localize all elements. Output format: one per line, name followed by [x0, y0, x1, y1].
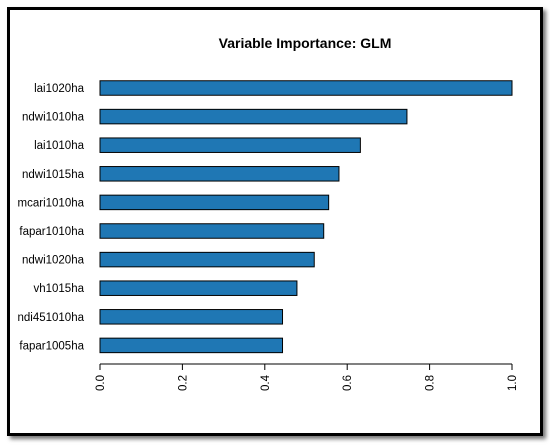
- x-tick-label: 0.4: [260, 374, 272, 391]
- category-label: ndwi1015ha: [22, 169, 85, 181]
- category-label: lai1010ha: [34, 140, 84, 152]
- category-label: vh1015ha: [33, 283, 84, 295]
- bar-ndi451010ha: [99, 309, 284, 325]
- category-label: ndwi1010ha: [22, 112, 85, 124]
- bar-mcari1010ha: [99, 194, 330, 211]
- x-tick-label: 1.0: [507, 375, 519, 391]
- chart-title: Variable Importance: GLM: [219, 35, 392, 51]
- bar-ndwi1020ha: [99, 251, 315, 268]
- category-label: ndwi1020ha: [22, 255, 85, 267]
- bar-ndwi1015ha: [99, 166, 340, 182]
- category-label: fapar1005ha: [19, 340, 84, 352]
- x-tick-label: 0.8: [425, 375, 437, 391]
- category-label: fapar1010ha: [19, 226, 84, 238]
- bar-fapar1010ha: [99, 223, 325, 239]
- category-label: mcari1010ha: [18, 197, 85, 209]
- bar-ndwi1010ha: [99, 108, 408, 125]
- category-label: lai1020ha: [34, 83, 84, 95]
- x-tick-label: 0.0: [95, 375, 107, 391]
- x-tick-label: 0.6: [342, 375, 354, 391]
- bar-lai1010ha: [99, 137, 361, 153]
- bar-vh1015ha: [99, 280, 298, 296]
- x-tick-label: 0.2: [177, 375, 189, 391]
- bar-lai1020ha: [99, 80, 513, 96]
- bar-fapar1005ha: [99, 337, 284, 354]
- category-label: ndi451010ha: [17, 312, 84, 324]
